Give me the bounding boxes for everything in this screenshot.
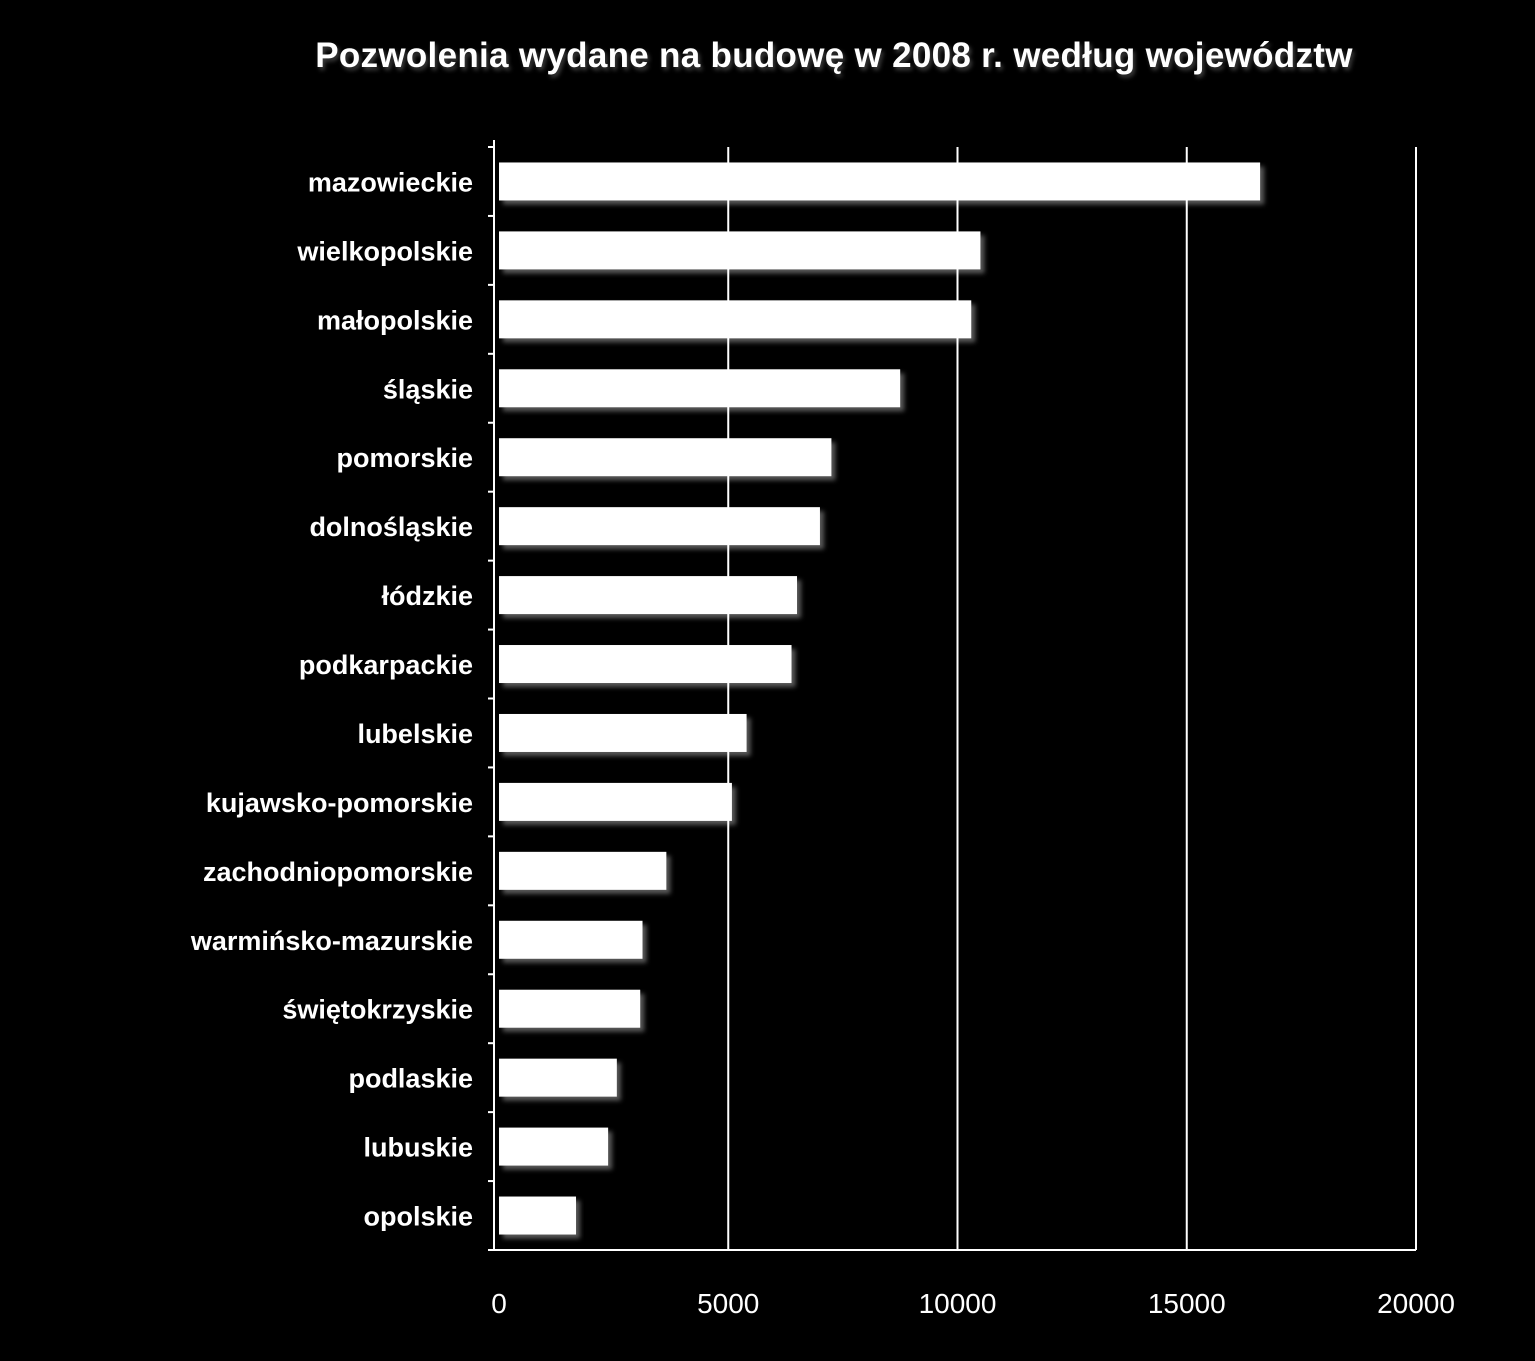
category-label: małopolskie [317,305,473,335]
category-label: kujawsko-pomorskie [206,788,473,818]
bar-12 [499,920,643,959]
category-label: pomorskie [336,443,473,473]
category-label: warmińsko-mazurskie [190,926,473,956]
category-label: podkarpackie [299,650,473,680]
category-label: łódzkie [381,581,473,611]
category-label: świętokrzyskie [282,995,473,1025]
bar-13 [499,989,641,1028]
bar-16 [499,1196,577,1235]
bar-15 [499,1127,609,1166]
bar-10 [499,782,732,821]
category-label: zachodniopomorskie [203,857,473,887]
x-tick-label: 20000 [1377,1288,1455,1319]
x-tick-label: 10000 [919,1288,997,1319]
chart-title: Pozwolenia wydane na budowę w 2008 r. we… [315,36,1353,75]
category-label: śląskie [383,374,473,404]
category-label: podlaskie [348,1064,473,1094]
bar-1 [499,162,1261,201]
bar-6 [499,507,820,546]
bar-2 [499,231,981,270]
category-label: opolskie [363,1202,473,1232]
category-label: mazowieckie [308,167,473,197]
bar-11 [499,851,667,890]
x-tick-label: 5000 [697,1288,759,1319]
bar-3 [499,300,972,339]
bar-5 [499,438,832,477]
bar-9 [499,713,747,752]
x-tick-label: 15000 [1148,1288,1226,1319]
x-tick-label: 0 [491,1288,507,1319]
category-label: dolnośląskie [309,512,473,542]
bar-14 [499,1058,617,1097]
category-label: lubelskie [357,719,473,749]
bar-4 [499,369,901,408]
category-label: wielkopolskie [296,236,473,266]
bar-7 [499,576,798,615]
bar-8 [499,645,792,684]
category-label: lubuskie [363,1133,473,1163]
